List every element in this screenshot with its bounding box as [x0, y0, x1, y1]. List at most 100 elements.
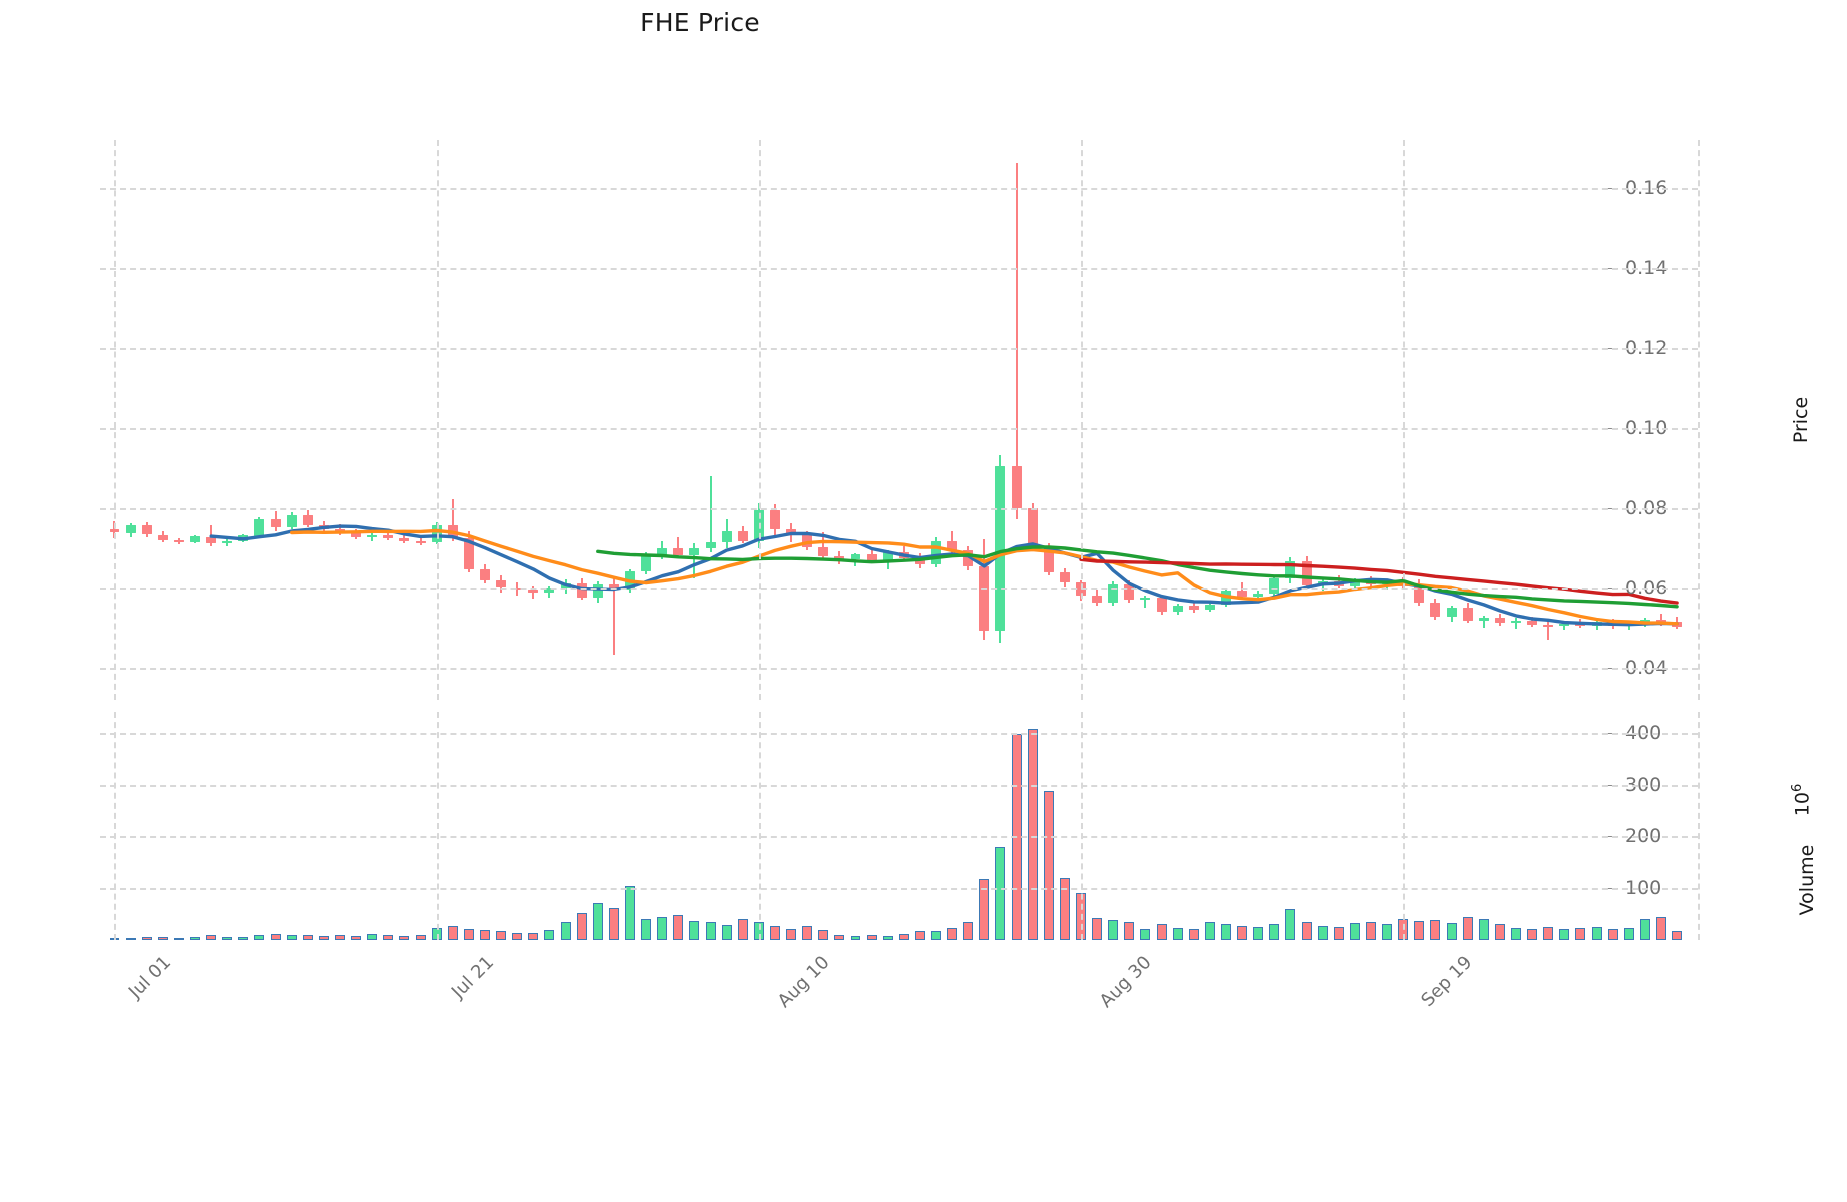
- volume-bar: [1639, 919, 1650, 940]
- candle-body: [1269, 578, 1280, 594]
- candle-body: [931, 540, 942, 564]
- candlestick: [512, 140, 523, 700]
- candle-body: [882, 552, 893, 560]
- candle-body: [995, 466, 1006, 632]
- candle-body: [1076, 582, 1087, 596]
- volume-bar: [624, 886, 635, 940]
- candle-body: [335, 528, 345, 532]
- candlestick: [721, 140, 732, 700]
- volume-bar: [318, 935, 329, 940]
- volume-bar: [1414, 921, 1425, 940]
- candle-body: [947, 540, 958, 550]
- volume-bar: [866, 935, 877, 940]
- candlestick: [866, 140, 877, 700]
- candlestick: [1237, 140, 1248, 700]
- price-tick-label: 0.08: [1606, 497, 1667, 519]
- volume-bar: [109, 938, 120, 940]
- candlestick: [1140, 140, 1151, 700]
- volume-bar: [1188, 928, 1199, 940]
- price-axis-label: Price: [1790, 396, 1812, 444]
- volume-bar: [898, 933, 909, 940]
- volume-bar: [270, 934, 281, 940]
- volume-bar: [1204, 922, 1215, 940]
- candlestick: [383, 140, 394, 700]
- volume-bar: [1156, 924, 1167, 940]
- volume-bar: [1527, 928, 1538, 940]
- axis-spine: [1698, 712, 1700, 940]
- date-tick-label: Aug 30: [1095, 952, 1156, 1012]
- candle-body: [447, 524, 458, 539]
- volume-bar: [1269, 924, 1280, 940]
- volume-bar: [399, 935, 410, 940]
- volume-bar: [560, 922, 571, 940]
- candle-body: [431, 524, 442, 543]
- candlestick: [1076, 140, 1087, 700]
- date-tick-label: Sep 19: [1417, 952, 1477, 1012]
- candle-body: [1204, 604, 1215, 611]
- candle-body: [1462, 608, 1473, 621]
- volume-bar: [721, 924, 732, 940]
- volume-bar: [1623, 927, 1634, 940]
- candlestick: [624, 140, 635, 700]
- price-tick-label: 0.10: [1606, 417, 1667, 439]
- volume-bar: [173, 937, 184, 940]
- candle-body: [1543, 624, 1554, 627]
- volume-bar: [512, 933, 523, 940]
- volume-bar: [931, 930, 942, 940]
- volume-panel: [100, 712, 1698, 940]
- volume-exponent-base: 10: [1791, 792, 1814, 817]
- candlestick: [1398, 140, 1409, 700]
- volume-bar: [141, 937, 152, 940]
- candle-body: [1382, 581, 1393, 584]
- price-tick-label: 0.14: [1606, 257, 1667, 279]
- candlestick: [190, 140, 201, 700]
- candlestick: [882, 140, 893, 700]
- candle-body: [979, 566, 990, 632]
- candlestick: [705, 140, 716, 700]
- candlestick: [1494, 140, 1505, 700]
- candle-wick: [1257, 591, 1260, 604]
- volume-bar: [206, 935, 217, 940]
- volume-bar: [1349, 923, 1360, 940]
- candle-wick: [1514, 618, 1517, 629]
- volume-bar: [496, 931, 507, 940]
- candle-body: [125, 525, 136, 533]
- candlestick: [1204, 140, 1215, 700]
- candle-body: [496, 580, 507, 588]
- candle-body: [834, 556, 845, 560]
- candle-body: [1398, 581, 1409, 586]
- candlestick: [351, 140, 362, 700]
- candlestick: [1092, 140, 1103, 700]
- candle-body: [657, 548, 668, 556]
- volume-bar: [1510, 927, 1521, 940]
- volume-bar: [383, 935, 394, 940]
- candlestick: [238, 140, 249, 700]
- volume-bar: [544, 929, 555, 940]
- candle-body: [1317, 580, 1328, 585]
- candlestick: [415, 140, 426, 700]
- candlestick: [737, 140, 748, 700]
- candle-body: [480, 568, 490, 580]
- candlestick: [818, 140, 829, 700]
- candlestick: [1349, 140, 1360, 700]
- candlestick: [979, 140, 990, 700]
- candle-body: [222, 540, 233, 544]
- volume-bar: [737, 919, 748, 940]
- candle-body: [673, 548, 684, 555]
- volume-bar: [238, 937, 249, 940]
- candlestick: [1269, 140, 1280, 700]
- volume-axis-label: Volume: [1796, 844, 1818, 916]
- candle-body: [689, 548, 700, 555]
- volume-bar: [802, 926, 813, 940]
- candlestick: [1414, 140, 1425, 700]
- candlestick: [1527, 140, 1538, 700]
- candle-body: [1349, 580, 1360, 586]
- candle-wick: [451, 498, 454, 541]
- volume-bar: [1237, 925, 1248, 940]
- candle-body: [1365, 580, 1376, 584]
- candlestick: [254, 140, 265, 700]
- candle-body: [705, 542, 716, 548]
- volume-bar: [1430, 920, 1441, 940]
- axis-spine: [1698, 140, 1700, 700]
